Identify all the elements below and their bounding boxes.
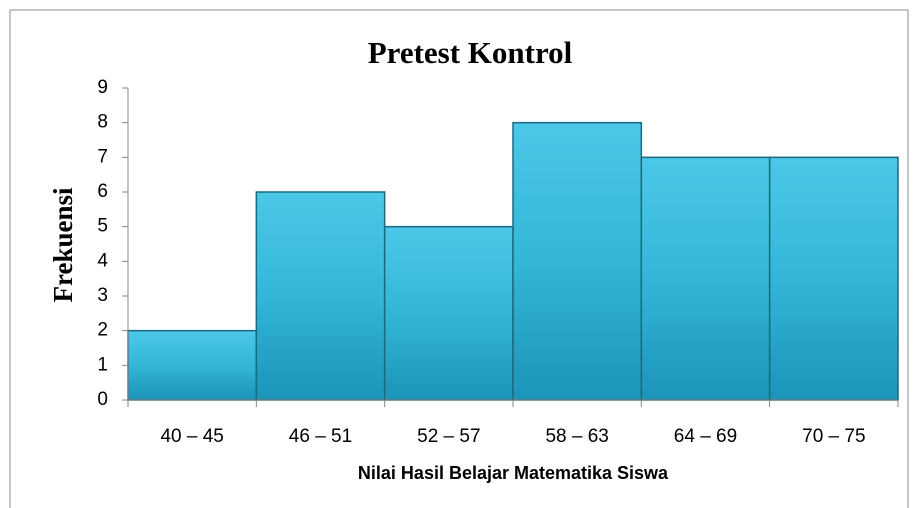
y-tick-label: 7 [97, 146, 108, 167]
bar [255, 191, 386, 401]
x-tick-label: 46 – 51 [289, 426, 352, 447]
chart-border [9, 9, 909, 508]
x-tick-label: 52 – 57 [417, 426, 480, 447]
y-tick-label: 8 [97, 112, 108, 133]
y-tick-label: 0 [97, 389, 108, 410]
bar [383, 225, 514, 401]
x-tick-label: 70 – 75 [802, 426, 865, 447]
x-tick-label: 40 – 45 [160, 426, 223, 447]
bar [768, 156, 899, 401]
x-axis-label: Nilai Hasil Belajar Matematika Siswa [358, 463, 669, 483]
x-tick-label: 58 – 63 [545, 426, 608, 447]
bar [640, 156, 771, 401]
y-tick-label: 2 [97, 320, 108, 341]
y-tick-label: 9 [97, 77, 108, 98]
y-tick-label: 1 [97, 354, 108, 375]
y-tick-label: 5 [97, 216, 108, 237]
bar [127, 329, 258, 401]
bar [512, 121, 643, 401]
y-tick-label: 6 [97, 181, 108, 202]
chart-title: Pretest Kontrol [368, 35, 573, 70]
y-axis-label: Frekuensi [48, 187, 78, 303]
y-tick-label: 4 [97, 250, 108, 271]
x-tick-label: 64 – 69 [674, 426, 737, 447]
y-tick-label: 3 [97, 285, 108, 306]
